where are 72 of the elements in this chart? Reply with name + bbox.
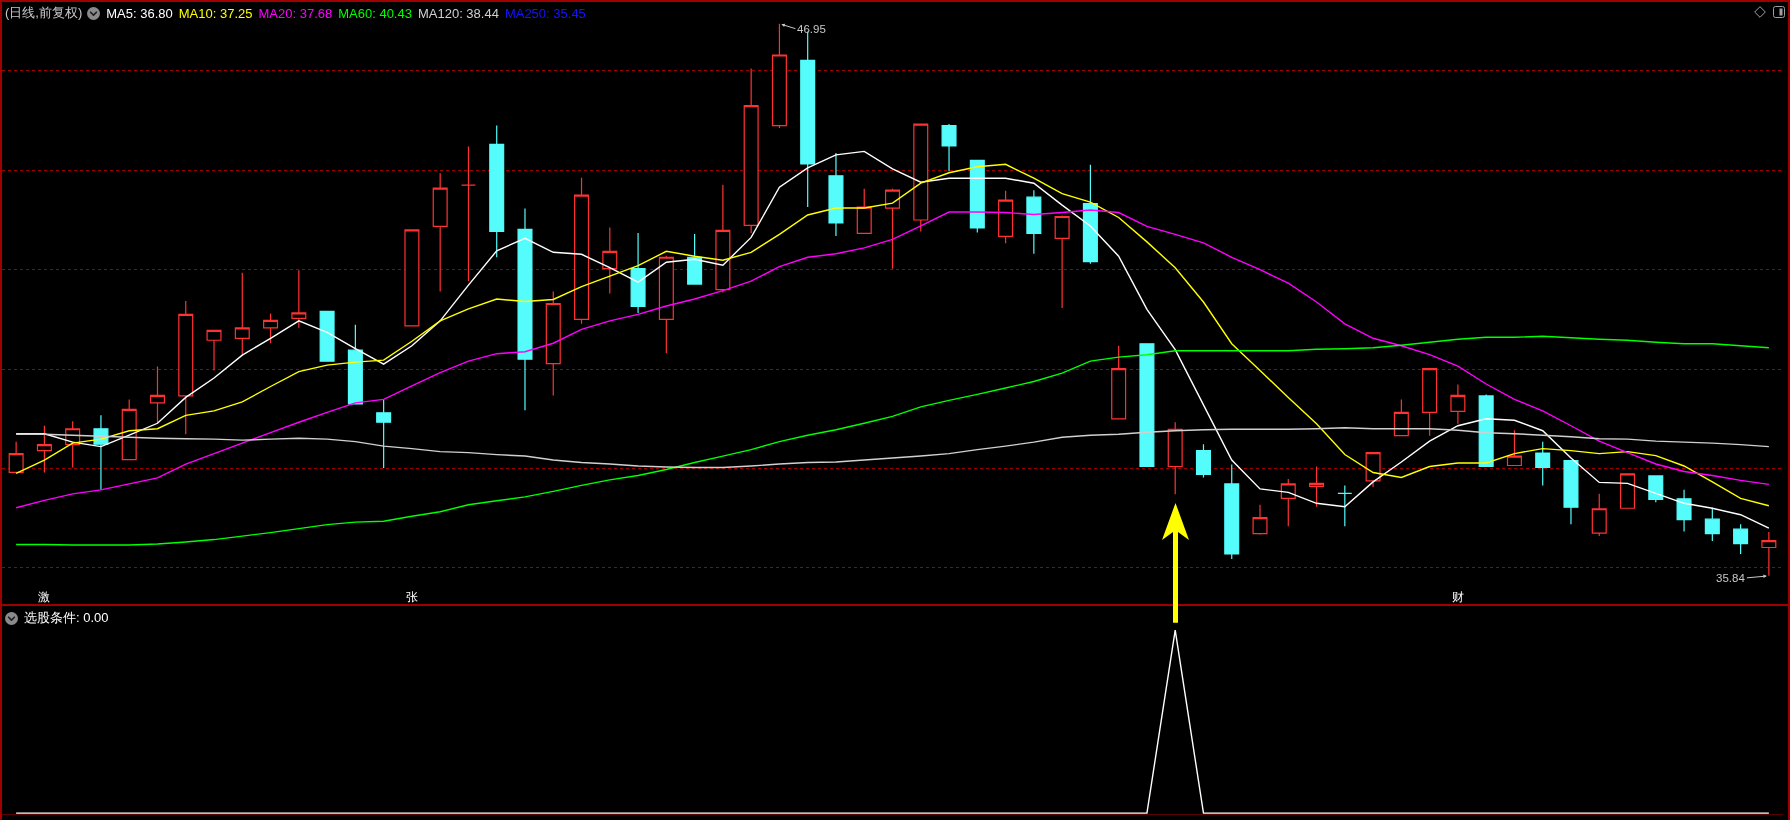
candlestick [1252,504,1268,536]
candlestick [630,232,646,314]
candlestick [884,188,901,270]
text: MA5: 36.80 [106,5,173,21]
candlestick [941,123,957,172]
text: MA20: 37.68 [258,5,333,21]
candlestick [36,425,52,474]
chart-title: (日线,前复权) [5,4,83,22]
candlestick [969,159,985,234]
candlestick [1733,523,1749,555]
candlestick [602,226,618,295]
x-tick-label: 激 [38,590,51,604]
candlestick [1365,451,1381,488]
text: MA120: 38.44 [417,5,499,21]
candlestick [1309,465,1325,508]
candlestick [376,398,392,469]
candlestick [149,366,166,424]
text: MA60: 40.43 [338,5,412,21]
text: 选股条件: 0.00 [24,609,109,627]
candlestick [545,290,561,397]
candlestick [574,177,590,325]
candlestick [1450,383,1466,425]
x-tick-label: 财 [1451,590,1464,604]
candlestick [206,329,222,372]
candlestick [1054,214,1070,309]
candlestick [1224,463,1240,560]
candlestick [1422,368,1438,437]
candlestick [715,184,731,294]
candlestick [178,300,194,435]
candlestick [687,233,703,285]
annotation: 46.95 [797,23,826,35]
candlestick [1195,443,1211,479]
candlestick [856,188,872,235]
candlestick [1139,342,1155,468]
candlestick [1619,472,1636,509]
candlestick [658,255,674,354]
candlestick [1648,475,1664,503]
candlestick [1535,441,1551,486]
candlestick [1026,189,1042,255]
text: MA10: 37.25 [178,5,253,21]
candlestick [517,207,533,411]
annotation: 35.84 [1716,572,1746,584]
candlestick [404,229,420,327]
candlestick [1337,484,1353,527]
candlestick [1167,421,1183,495]
candlestick [8,441,24,474]
candlestick [234,272,250,356]
candlestick [998,190,1014,244]
candlestick [121,398,137,461]
candlestick [828,152,844,237]
candlestick [1676,489,1692,533]
candlestick [1506,429,1522,467]
candlestick [1111,345,1127,420]
candlestick [263,312,279,344]
candlestick [1704,507,1720,542]
candlestick [460,145,476,282]
candlestick [743,67,759,234]
candlestick [1393,398,1409,437]
candlestick [432,172,448,293]
candlestick [347,324,363,405]
legend-label: MA250: 35.45 [504,5,586,21]
candlestick [1280,478,1296,527]
candlestick [1591,493,1607,537]
candlestick [1563,459,1579,525]
candlestick [913,123,929,233]
candlestick [319,310,335,363]
x-tick-label: 张 [405,590,418,604]
candlestick [489,124,505,258]
candlestick [1082,164,1098,265]
candlestick [291,269,307,329]
candlestick [800,31,816,208]
candlestick [1478,393,1494,468]
